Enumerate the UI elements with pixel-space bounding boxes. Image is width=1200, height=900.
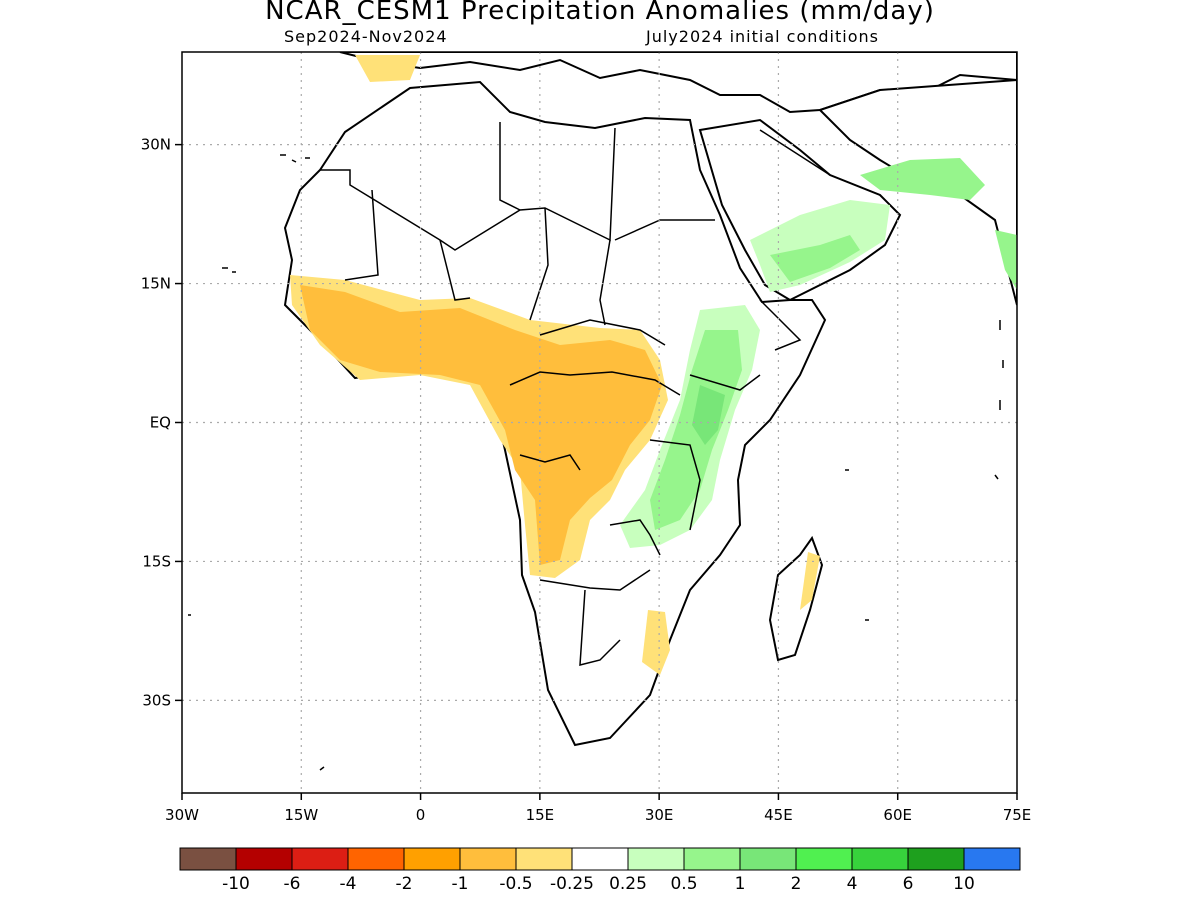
colorbar-label: -6 bbox=[284, 874, 301, 894]
colorbar-swatch bbox=[347, 847, 405, 871]
east-africa-wet-strong bbox=[692, 385, 725, 445]
colorbar-swatch bbox=[963, 847, 1021, 871]
india-wet bbox=[995, 230, 1017, 290]
colorbar-swatch bbox=[179, 847, 237, 871]
lat-tick-label: EQ bbox=[150, 414, 171, 432]
lat-tick-label: 30S bbox=[142, 691, 171, 709]
latitude-axis: 30N 15N EQ 15S 30S bbox=[141, 136, 182, 709]
lon-tick-label: 15W bbox=[284, 806, 318, 824]
colorbar-label: -0.25 bbox=[550, 874, 594, 894]
colorbar-label: -2 bbox=[396, 874, 413, 894]
map-area bbox=[188, 52, 1017, 771]
small-islands bbox=[188, 154, 1004, 771]
lat-tick-label: 30N bbox=[141, 136, 171, 154]
longitude-axis: 30W 15W 0 15E 30E 45E 60E 75E bbox=[165, 793, 1031, 824]
colorbar-swatch bbox=[851, 847, 909, 871]
chart-title: NCAR_CESM1 Precipitation Anomalies (mm/d… bbox=[265, 0, 935, 26]
colorbar-swatch bbox=[739, 847, 797, 871]
colorbar-label: 2 bbox=[791, 874, 802, 894]
country-borders bbox=[320, 122, 831, 666]
colorbar-label: 4 bbox=[847, 874, 858, 894]
colorbar-swatch bbox=[515, 847, 573, 871]
colorbar-swatch bbox=[459, 847, 517, 871]
colorbar-label: 0.25 bbox=[609, 874, 647, 894]
north-africa-dry bbox=[355, 55, 420, 82]
lat-tick-label: 15N bbox=[141, 275, 171, 293]
central-africa-dry bbox=[300, 285, 662, 565]
colorbar-label: 0.5 bbox=[670, 874, 697, 894]
colorbar-swatch bbox=[291, 847, 349, 871]
lat-tick-label: 15S bbox=[142, 552, 171, 570]
colorbar-label: -10 bbox=[222, 874, 250, 894]
colorbar-labels: -10 -6 -4 -2 -1 -0.5 -0.25 0.25 0.5 1 2 4 6 10 bbox=[222, 874, 975, 894]
colorbar-label: -1 bbox=[452, 874, 469, 894]
colorbar-swatch bbox=[571, 847, 629, 871]
lon-tick-label: 75E bbox=[1003, 806, 1032, 824]
colorbar-swatch bbox=[627, 847, 685, 871]
colorbar-label: -0.5 bbox=[499, 874, 532, 894]
colorbar-swatch bbox=[403, 847, 461, 871]
colorbar-swatch bbox=[683, 847, 741, 871]
arabia-wet-core bbox=[770, 235, 860, 282]
lon-tick-label: 45E bbox=[764, 806, 793, 824]
colorbar-label: 6 bbox=[903, 874, 914, 894]
colorbar-swatch bbox=[235, 847, 293, 871]
colorbar-label: 1 bbox=[735, 874, 746, 894]
colorbar bbox=[179, 847, 1021, 871]
initial-conditions-subtitle: July2024 initial conditions bbox=[646, 27, 879, 46]
gridlines bbox=[182, 52, 1017, 793]
lon-tick-label: 30E bbox=[645, 806, 674, 824]
colorbar-label: -4 bbox=[340, 874, 357, 894]
colorbar-swatch bbox=[795, 847, 853, 871]
season-subtitle: Sep2024-Nov2024 bbox=[284, 27, 448, 46]
lon-tick-label: 15E bbox=[526, 806, 555, 824]
lon-tick-label: 60E bbox=[883, 806, 912, 824]
southern-africa-dry bbox=[642, 610, 670, 675]
colorbar-label: 10 bbox=[953, 874, 975, 894]
europe-land bbox=[339, 52, 1017, 114]
colorbar-swatch bbox=[907, 847, 965, 871]
lon-tick-label: 30W bbox=[165, 806, 199, 824]
madagascar-dry bbox=[800, 552, 820, 610]
lon-tick-label: 0 bbox=[416, 806, 426, 824]
iran-wet bbox=[860, 158, 985, 200]
